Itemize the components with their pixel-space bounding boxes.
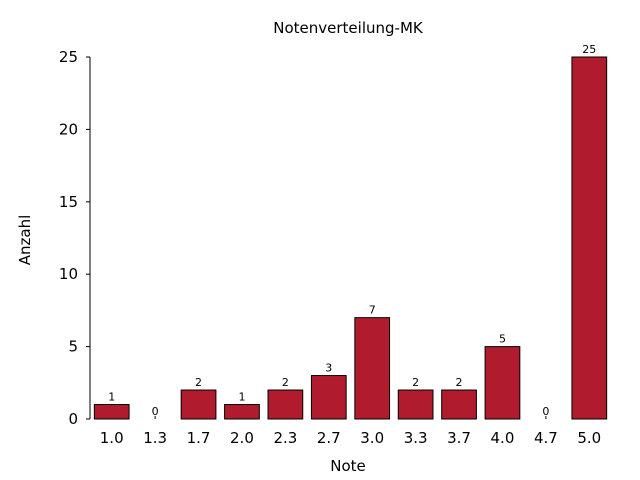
bar — [484, 346, 521, 420]
bar — [441, 389, 477, 420]
x-tick-label: 1.3 — [143, 429, 167, 447]
x-tick-label: 4.7 — [534, 429, 558, 447]
y-tick-label: 15 — [59, 193, 78, 211]
bar — [310, 375, 347, 420]
x-axis-ticks: 1.0 1.3 1.7 2.0 2.3 2.7 3.0 3.3 3.7 4.0 4.7 5.0 — [100, 429, 601, 447]
bar — [571, 56, 608, 420]
bar — [224, 404, 260, 420]
data-label: 25 — [582, 43, 596, 56]
data-label: 0 — [152, 405, 159, 418]
x-tick-label: 2.0 — [230, 429, 254, 447]
x-tick-label: 1.7 — [187, 429, 211, 447]
x-tick-label: 2.3 — [273, 429, 297, 447]
y-tick-label: 20 — [59, 120, 78, 138]
bar — [180, 389, 217, 420]
bar — [354, 317, 391, 420]
y-tick-label: 10 — [59, 265, 78, 283]
y-tick-label: 25 — [59, 48, 78, 66]
data-label: 2 — [456, 376, 463, 389]
data-label: 0 — [542, 405, 549, 418]
data-label: 3 — [325, 362, 332, 375]
x-tick-label: 5.0 — [577, 429, 601, 447]
x-tick-label: 3.3 — [404, 429, 428, 447]
x-axis-label: Note — [330, 457, 366, 475]
x-tick-label: 3.0 — [360, 429, 384, 447]
data-label: 5 — [499, 333, 506, 346]
data-label: 7 — [369, 304, 376, 317]
y-tick-label: 0 — [68, 410, 78, 428]
x-tick-label: 3.7 — [447, 429, 471, 447]
x-tick-label: 4.0 — [491, 429, 515, 447]
data-label: 2 — [412, 376, 419, 389]
y-tick-label: 5 — [68, 338, 78, 356]
bar — [267, 389, 304, 420]
bar — [93, 404, 130, 420]
data-label: 1 — [108, 391, 115, 404]
data-label: 2 — [282, 376, 289, 389]
y-axis-label: Anzahl — [16, 215, 34, 266]
bar — [397, 389, 434, 420]
y-axis-ticks: 0 5 10 15 20 25 — [59, 48, 90, 428]
x-tick-label: 2.7 — [317, 429, 341, 447]
chart-title: Notenverteilung-MK — [273, 19, 424, 37]
x-tick-label: 1.0 — [100, 429, 124, 447]
data-label: 2 — [195, 376, 202, 389]
data-label: 1 — [238, 391, 245, 404]
